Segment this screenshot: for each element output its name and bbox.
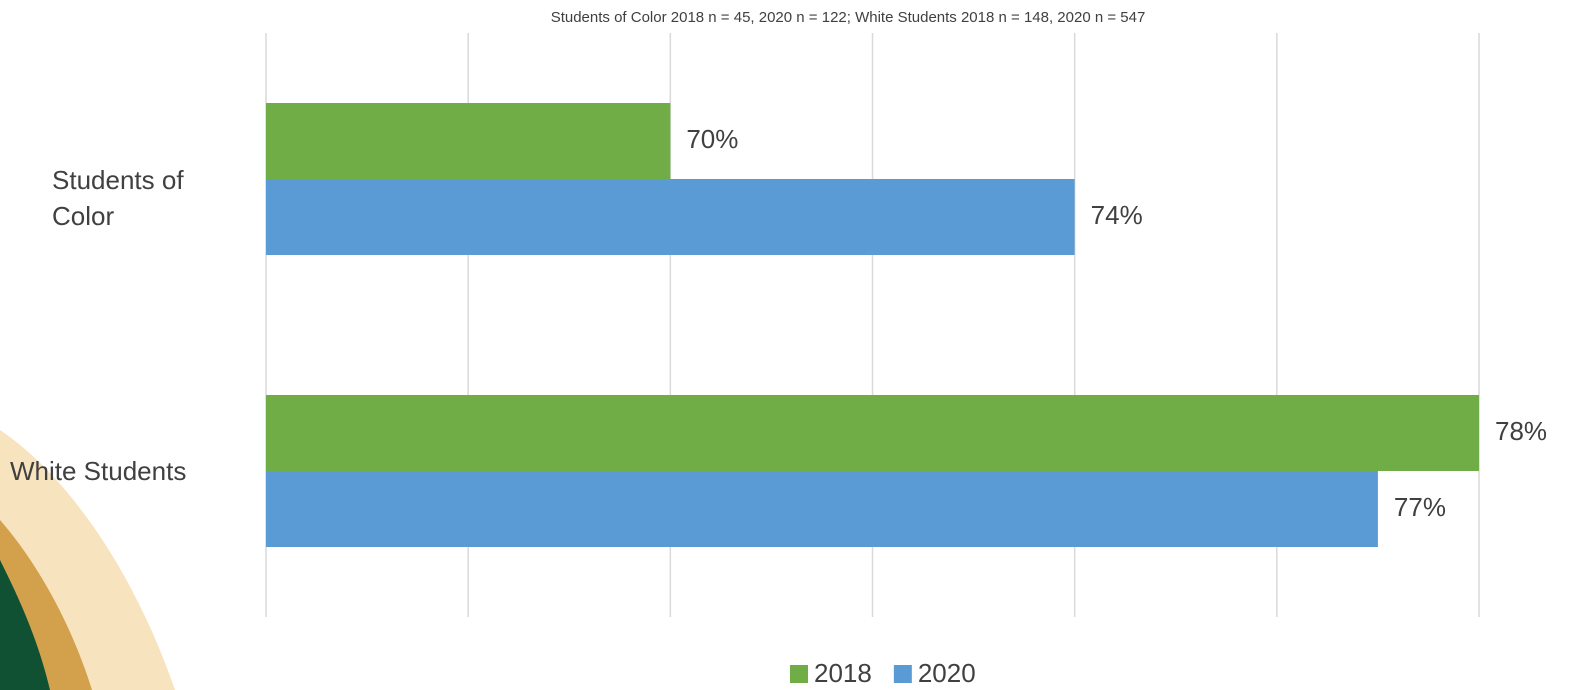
legend-swatch	[790, 665, 808, 683]
legend-label: 2018	[814, 658, 872, 688]
bar	[266, 395, 1479, 471]
value-label: 70%	[686, 124, 738, 154]
decor-green	[0, 560, 50, 690]
y-tick-label: White Students	[10, 456, 187, 486]
value-label: 78%	[1495, 416, 1547, 446]
bar	[266, 103, 671, 179]
value-label: 74%	[1091, 200, 1143, 230]
legend-label: 2020	[918, 658, 976, 688]
legend-swatch	[893, 665, 912, 683]
bar	[266, 179, 1075, 255]
chart-title: Students of Color 2018 n = 45, 2020 n = …	[551, 9, 1146, 26]
value-label: 77%	[1394, 492, 1446, 522]
y-tick-label: Students of Color	[52, 165, 184, 231]
bar	[266, 471, 1378, 547]
